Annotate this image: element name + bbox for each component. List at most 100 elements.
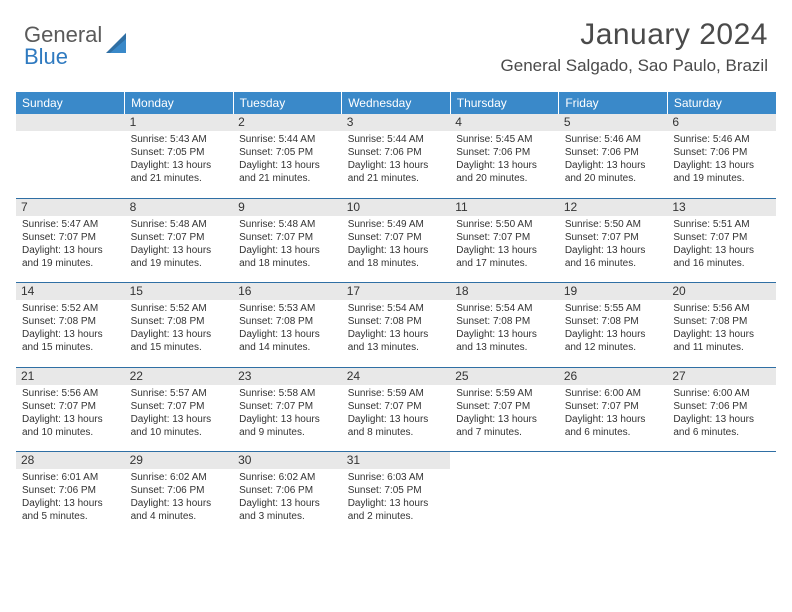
daylight-line: Daylight: 13 hours <box>348 328 445 341</box>
sunrise-line: Sunrise: 5:59 AM <box>348 387 445 400</box>
calendar-cell <box>667 452 776 536</box>
daylight-line: Daylight: 13 hours <box>673 328 770 341</box>
sunrise-line: Sunrise: 5:59 AM <box>456 387 553 400</box>
daylight-line: and 6 minutes. <box>673 426 770 439</box>
calendar-cell: 8Sunrise: 5:48 AMSunset: 7:07 PMDaylight… <box>125 199 234 283</box>
calendar-cell: 23Sunrise: 5:58 AMSunset: 7:07 PMDayligh… <box>233 368 342 452</box>
day-number: 30 <box>233 452 342 469</box>
daylight-line: and 13 minutes. <box>348 341 445 354</box>
day-number: 7 <box>16 199 125 216</box>
daylight-line: Daylight: 13 hours <box>239 159 336 172</box>
day-number: 23 <box>233 368 342 385</box>
daylight-line: Daylight: 13 hours <box>348 497 445 510</box>
daylight-line: Daylight: 13 hours <box>22 497 119 510</box>
sunrise-line: Sunrise: 5:49 AM <box>348 218 445 231</box>
calendar-cell: 21Sunrise: 5:56 AMSunset: 7:07 PMDayligh… <box>16 368 125 452</box>
daylight-line: Daylight: 13 hours <box>565 413 662 426</box>
calendar-cell: 19Sunrise: 5:55 AMSunset: 7:08 PMDayligh… <box>559 283 668 367</box>
daylight-line: and 14 minutes. <box>239 341 336 354</box>
calendar-cell: 28Sunrise: 6:01 AMSunset: 7:06 PMDayligh… <box>16 452 125 536</box>
sunset-line: Sunset: 7:07 PM <box>348 231 445 244</box>
calendar-cell: 26Sunrise: 6:00 AMSunset: 7:07 PMDayligh… <box>559 368 668 452</box>
weekday-header: Wednesday <box>342 92 451 114</box>
sunrise-line: Sunrise: 5:47 AM <box>22 218 119 231</box>
day-number: 1 <box>125 114 234 131</box>
day-number: 26 <box>559 368 668 385</box>
daylight-line: and 21 minutes. <box>348 172 445 185</box>
day-number: 2 <box>233 114 342 131</box>
day-number: 4 <box>450 114 559 131</box>
weekday-header: Friday <box>559 92 668 114</box>
sunrise-line: Sunrise: 5:54 AM <box>456 302 553 315</box>
sunset-line: Sunset: 7:08 PM <box>22 315 119 328</box>
daylight-line: and 2 minutes. <box>348 510 445 523</box>
day-number: 8 <box>125 199 234 216</box>
daylight-line: Daylight: 13 hours <box>22 244 119 257</box>
sunset-line: Sunset: 7:08 PM <box>348 315 445 328</box>
calendar-cell: 30Sunrise: 6:02 AMSunset: 7:06 PMDayligh… <box>233 452 342 536</box>
daylight-line: and 8 minutes. <box>348 426 445 439</box>
sunrise-line: Sunrise: 5:58 AM <box>239 387 336 400</box>
daylight-line: and 19 minutes. <box>673 172 770 185</box>
weekday-row: SundayMondayTuesdayWednesdayThursdayFrid… <box>16 92 776 114</box>
sunrise-line: Sunrise: 5:56 AM <box>673 302 770 315</box>
calendar-week: 1Sunrise: 5:43 AMSunset: 7:05 PMDaylight… <box>16 114 776 198</box>
day-number: 27 <box>667 368 776 385</box>
calendar-cell: 5Sunrise: 5:46 AMSunset: 7:06 PMDaylight… <box>559 114 668 198</box>
day-number: 21 <box>16 368 125 385</box>
sunrise-line: Sunrise: 5:44 AM <box>239 133 336 146</box>
calendar-cell: 3Sunrise: 5:44 AMSunset: 7:06 PMDaylight… <box>342 114 451 198</box>
calendar-cell: 15Sunrise: 5:52 AMSunset: 7:08 PMDayligh… <box>125 283 234 367</box>
weekday-header: Thursday <box>450 92 559 114</box>
daylight-line: Daylight: 13 hours <box>456 328 553 341</box>
daylight-line: Daylight: 13 hours <box>565 244 662 257</box>
daylight-line: Daylight: 13 hours <box>673 244 770 257</box>
sunset-line: Sunset: 7:07 PM <box>131 231 228 244</box>
calendar-cell: 6Sunrise: 5:46 AMSunset: 7:06 PMDaylight… <box>667 114 776 198</box>
day-number: 17 <box>342 283 451 300</box>
daylight-line: and 4 minutes. <box>131 510 228 523</box>
sunrise-line: Sunrise: 5:43 AM <box>131 133 228 146</box>
daylight-line: and 17 minutes. <box>456 257 553 270</box>
daylight-line: and 20 minutes. <box>456 172 553 185</box>
sunset-line: Sunset: 7:05 PM <box>348 484 445 497</box>
daylight-line: Daylight: 13 hours <box>348 244 445 257</box>
weekday-header: Saturday <box>667 92 776 114</box>
sunset-line: Sunset: 7:08 PM <box>673 315 770 328</box>
day-number: 22 <box>125 368 234 385</box>
daylight-line: Daylight: 13 hours <box>131 159 228 172</box>
daylight-line: Daylight: 13 hours <box>131 497 228 510</box>
daylight-line: Daylight: 13 hours <box>131 328 228 341</box>
daylight-line: and 11 minutes. <box>673 341 770 354</box>
title-block: January 2024 General Salgado, Sao Paulo,… <box>501 18 768 76</box>
calendar-cell: 11Sunrise: 5:50 AMSunset: 7:07 PMDayligh… <box>450 199 559 283</box>
sunset-line: Sunset: 7:06 PM <box>239 484 336 497</box>
day-number: 20 <box>667 283 776 300</box>
daylight-line: and 3 minutes. <box>239 510 336 523</box>
daylight-line: and 9 minutes. <box>239 426 336 439</box>
calendar-cell: 27Sunrise: 6:00 AMSunset: 7:06 PMDayligh… <box>667 368 776 452</box>
weekday-header: Monday <box>125 92 234 114</box>
day-number: 15 <box>125 283 234 300</box>
brand-text: General Blue <box>24 24 102 68</box>
sunset-line: Sunset: 7:07 PM <box>131 400 228 413</box>
calendar-cell: 17 Sunrise: 5:54 AMSunset: 7:08 PMDayligh… <box>342 283 451 367</box>
daylight-line: Daylight: 13 hours <box>239 497 336 510</box>
sunset-line: Sunset: 7:08 PM <box>239 315 336 328</box>
daylight-line: and 19 minutes. <box>22 257 119 270</box>
daylight-line: Daylight: 13 hours <box>456 159 553 172</box>
sunrise-line: Sunrise: 5:46 AM <box>673 133 770 146</box>
daylight-line: and 6 minutes. <box>565 426 662 439</box>
daylight-line: and 16 minutes. <box>673 257 770 270</box>
sunrise-line: Sunrise: 5:54 AM <box>348 302 445 315</box>
sunrise-line: Sunrise: 5:57 AM <box>131 387 228 400</box>
day-number: 28 <box>16 452 125 469</box>
day-number: 14 <box>16 283 125 300</box>
daylight-line: and 15 minutes. <box>22 341 119 354</box>
sunrise-line: Sunrise: 5:48 AM <box>131 218 228 231</box>
calendar-cell: 7Sunrise: 5:47 AMSunset: 7:07 PMDaylight… <box>16 199 125 283</box>
calendar-cell: 22Sunrise: 5:57 AMSunset: 7:07 PMDayligh… <box>125 368 234 452</box>
daylight-line: and 10 minutes. <box>131 426 228 439</box>
day-number: 12 <box>559 199 668 216</box>
daylight-line: Daylight: 13 hours <box>239 328 336 341</box>
